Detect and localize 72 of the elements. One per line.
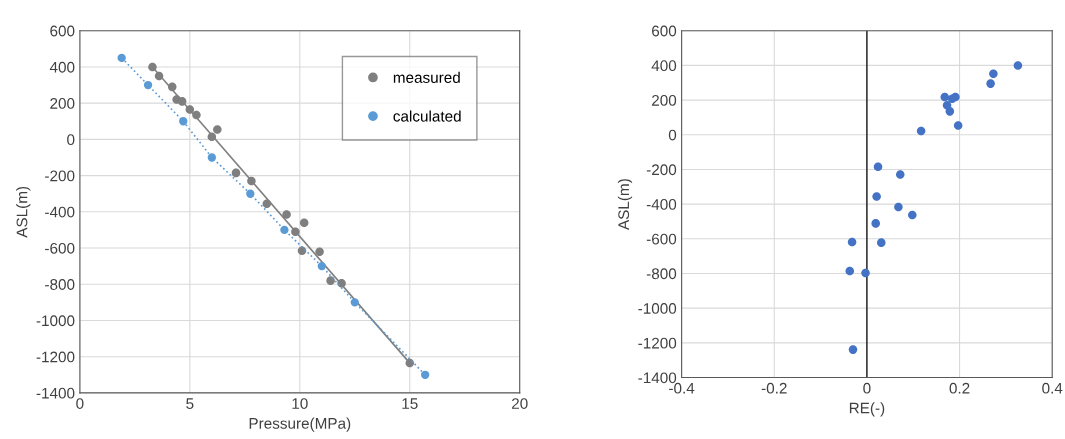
point — [940, 92, 950, 102]
x-tick-label: 5 — [186, 398, 194, 409]
y-tick-label: -600 — [45, 242, 75, 254]
point — [845, 266, 855, 276]
y-axis-title: ASL(m) — [16, 186, 31, 238]
y-tick-label: 600 — [50, 25, 75, 37]
point — [317, 261, 326, 271]
y-tick-label: -200 — [45, 170, 75, 182]
x-tick-label: 0 — [76, 398, 84, 409]
y-tick-label: -1000 — [36, 315, 75, 327]
y-tick-label: -400 — [45, 206, 75, 218]
point — [871, 219, 880, 228]
y-tick-label: 600 — [652, 25, 677, 37]
point — [280, 225, 289, 235]
y-tick-label: -1400 — [638, 372, 677, 384]
point — [986, 79, 995, 88]
point — [213, 125, 222, 134]
point — [945, 107, 955, 116]
point — [989, 69, 998, 79]
point — [143, 80, 153, 90]
point — [873, 162, 883, 171]
y-tick-label: 400 — [49, 61, 75, 73]
point — [953, 121, 963, 130]
x-tick-label: -0.4 — [669, 382, 695, 394]
point — [315, 247, 324, 256]
point — [876, 238, 886, 247]
y-tick-label: -800 — [646, 268, 677, 280]
y-tick-label: -800 — [45, 279, 75, 290]
point — [420, 370, 430, 379]
point — [1013, 61, 1023, 70]
x-tick-label: 0.4 — [1042, 382, 1063, 394]
x-tick-label: 15 — [402, 398, 418, 409]
y-tick-label: -1000 — [638, 303, 677, 314]
y-tick-label: -1400 — [36, 387, 75, 399]
point — [179, 117, 188, 126]
point — [326, 276, 335, 285]
point — [207, 153, 216, 162]
y-tick-label: 0 — [67, 134, 75, 146]
x-axis-title: RE(-) — [849, 402, 885, 417]
y-tick-label: 400 — [651, 60, 677, 72]
point — [848, 345, 858, 354]
x-tick-label: 0.2 — [949, 382, 970, 394]
y-tick-label: -400 — [646, 199, 677, 210]
y-tick-label: 200 — [652, 94, 677, 106]
y-tick-label: 200 — [50, 98, 75, 109]
x-axis-title: Pressure(MPa) — [249, 417, 351, 432]
x-tick-label: 0 — [863, 382, 871, 394]
y-tick-label: -200 — [646, 164, 677, 176]
point — [908, 210, 917, 220]
point — [895, 170, 905, 179]
point — [299, 218, 309, 227]
point — [894, 202, 903, 212]
point — [916, 126, 926, 136]
y-tick-label: -600 — [646, 233, 677, 245]
legend-label: calculated — [393, 110, 461, 122]
y-axis-title: ASL(m) — [617, 179, 633, 230]
y-tick-label: -1200 — [638, 337, 677, 349]
y-tick-label: 0 — [668, 129, 677, 141]
legend-label: measured — [393, 71, 460, 83]
point — [947, 94, 957, 103]
point — [350, 298, 359, 307]
point — [872, 192, 881, 201]
x-tick-label: 10 — [292, 398, 308, 409]
point — [847, 237, 857, 247]
point — [231, 168, 241, 178]
point — [861, 268, 870, 278]
point — [117, 53, 126, 63]
x-tick-label: 20 — [511, 398, 528, 409]
point — [246, 189, 255, 198]
point — [282, 210, 291, 219]
x-tick-label: -0.2 — [761, 382, 787, 394]
y-tick-label: -1200 — [36, 351, 75, 363]
